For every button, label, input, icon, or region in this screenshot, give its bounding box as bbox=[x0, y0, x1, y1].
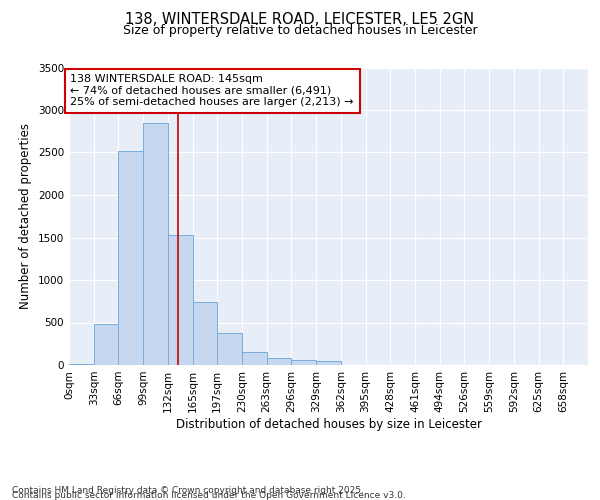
Text: 138, WINTERSDALE ROAD, LEICESTER, LE5 2GN: 138, WINTERSDALE ROAD, LEICESTER, LE5 2G… bbox=[125, 12, 475, 28]
Bar bbox=[118, 151, 143, 365]
Text: 138 WINTERSDALE ROAD: 145sqm
← 74% of detached houses are smaller (6,491)
25% of: 138 WINTERSDALE ROAD: 145sqm ← 74% of de… bbox=[70, 74, 354, 108]
Text: Contains HM Land Registry data © Crown copyright and database right 2025.: Contains HM Land Registry data © Crown c… bbox=[12, 486, 364, 495]
Bar bbox=[69, 364, 94, 365]
Bar bbox=[292, 360, 316, 365]
Bar bbox=[168, 235, 193, 365]
Bar bbox=[316, 361, 341, 365]
Bar bbox=[143, 122, 168, 365]
Bar bbox=[193, 302, 217, 365]
Bar bbox=[267, 358, 292, 365]
Bar bbox=[242, 352, 267, 365]
Y-axis label: Number of detached properties: Number of detached properties bbox=[19, 123, 32, 309]
Bar bbox=[94, 324, 118, 365]
Text: Size of property relative to detached houses in Leicester: Size of property relative to detached ho… bbox=[122, 24, 478, 37]
X-axis label: Distribution of detached houses by size in Leicester: Distribution of detached houses by size … bbox=[176, 418, 482, 430]
Text: Contains public sector information licensed under the Open Government Licence v3: Contains public sector information licen… bbox=[12, 491, 406, 500]
Bar bbox=[217, 332, 242, 365]
